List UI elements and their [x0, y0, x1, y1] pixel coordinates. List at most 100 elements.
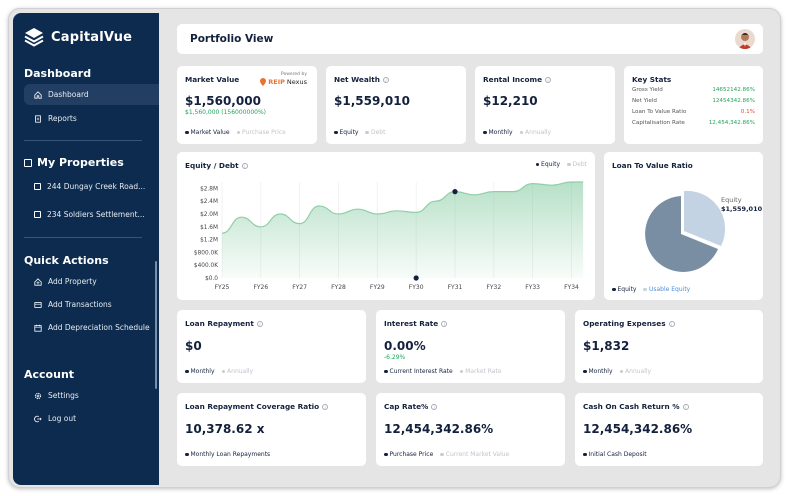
card-title: Cash On Cash Return % i	[583, 402, 689, 411]
checkbox-icon[interactable]	[24, 158, 32, 167]
sidebar-item-label: Dashboard	[48, 90, 89, 99]
card-legend: Equity Debt	[334, 129, 385, 136]
x-tick-label: FY33	[525, 284, 540, 291]
info-icon[interactable]: i	[382, 76, 389, 83]
equity-debt-chart[interactable]: $0.0 $400.0K $800.0K $1.2M $1.6M $2.0M $2.4M $2…	[177, 152, 595, 300]
net-wealth-card[interactable]: Net Wealth i $1,559,010 Equity Debt	[326, 66, 466, 144]
card-value: $1,559,010	[334, 94, 410, 108]
legend-label: Market Rate	[465, 368, 502, 375]
legend-item[interactable]: Monthly Loan Repayments	[185, 451, 270, 458]
legend-item[interactable]: Current Interest Rate	[384, 368, 453, 375]
legend-item[interactable]: Market Rate	[459, 368, 502, 375]
sidebar-scrollbar[interactable]	[155, 261, 157, 389]
card-title-text: Rental Income	[483, 75, 543, 84]
info-icon[interactable]: i	[431, 403, 438, 410]
y-tick-label: $2.4M	[200, 199, 218, 205]
info-icon[interactable]: i	[545, 76, 552, 83]
x-tick-label: FY28	[331, 284, 346, 291]
card-title-text: Market Value	[185, 75, 240, 84]
card-title-text: Interest Rate	[384, 319, 439, 328]
key-stat-row: Net Yield 12454342.86%	[632, 98, 755, 104]
loan-repayment-card[interactable]: Loan Repayment i $0 Monthly Annually	[177, 310, 366, 383]
section-account: Account	[24, 368, 75, 381]
legend-item[interactable]: Initial Cash Deposit	[583, 451, 647, 458]
sidebar-item-add-property[interactable]: Add Property	[24, 271, 154, 292]
rental-income-card[interactable]: Rental Income i $12,210 Monthly Annually	[475, 66, 615, 144]
card-subvalue: $1,560,000 (156000000%)	[185, 109, 266, 116]
legend-item[interactable]: Monthly	[483, 129, 513, 136]
legend-item-equity[interactable]: Equity	[535, 161, 561, 168]
info-icon[interactable]: i	[682, 403, 689, 410]
legend-label: Equity	[541, 161, 561, 168]
sidebar-item-logout[interactable]: Log out	[24, 408, 154, 429]
logo[interactable]: CapitalVue	[24, 27, 132, 47]
legend-item[interactable]: Monthly	[185, 368, 215, 375]
debt-point[interactable]	[452, 189, 458, 195]
y-tick-label: $2.8M	[200, 186, 218, 192]
logo-icon	[24, 28, 44, 47]
info-icon[interactable]: i	[322, 403, 329, 410]
legend-item[interactable]: Purchase Price	[384, 451, 433, 458]
interest-rate-card[interactable]: Interest Rate i 0.00% -6.29% Current Inte…	[376, 310, 565, 383]
legend-label: Monthly	[190, 368, 215, 375]
legend-item[interactable]: Annually	[519, 129, 551, 136]
checkbox-icon[interactable]	[34, 211, 41, 218]
pie-slice-equity[interactable]	[645, 196, 718, 272]
legend-item[interactable]: Purchase Price	[236, 129, 286, 136]
avatar[interactable]	[735, 29, 755, 49]
ltv-pie-chart[interactable]	[604, 152, 763, 300]
sidebar-item-reports[interactable]: Reports	[24, 108, 154, 129]
info-icon[interactable]: i	[668, 320, 675, 327]
cash-on-cash-card[interactable]: Cash On Cash Return % i 12,454,342.86% In…	[575, 393, 763, 466]
legend-item-debt[interactable]: Debt	[567, 161, 587, 168]
key-stat-row: Gross Yield 14652142.86%	[632, 87, 755, 93]
pie-slice-usable-equity[interactable]	[684, 190, 726, 246]
sidebar-item-label: Log out	[48, 414, 77, 423]
sidebar-item-add-transactions[interactable]: Add Transactions	[24, 294, 154, 315]
legend-label: Equity	[617, 286, 637, 293]
legend-item[interactable]: Equity	[334, 129, 358, 136]
sidebar-item-property-2[interactable]: 234 Soldiers Settlement...	[24, 204, 154, 225]
lrcr-card[interactable]: Loan Repayment Coverage Ratio i 10,378.62…	[177, 393, 366, 466]
home-icon	[34, 90, 42, 99]
section-properties: My Properties	[24, 156, 124, 169]
key-stat-label: Capitalisation Rate	[632, 120, 685, 126]
sidebar-item-dashboard[interactable]: Dashboard	[24, 84, 159, 105]
info-icon[interactable]: i	[241, 162, 248, 169]
ltv-card: Loan To Value Ratio Equity $1,559,010 Eq…	[604, 152, 763, 300]
legend-item[interactable]: Market Value	[185, 129, 230, 136]
y-tick-label: $2.0M	[200, 212, 218, 218]
x-tick-label: FY32	[486, 284, 501, 291]
card-legend: Monthly Loan Repayments	[185, 451, 270, 458]
checkbox-icon[interactable]	[34, 183, 41, 190]
info-icon[interactable]: i	[441, 320, 448, 327]
legend-item[interactable]: Equity	[612, 286, 636, 293]
legend-label: Current Market Value	[445, 451, 510, 458]
key-stat-label: Net Yield	[632, 98, 657, 104]
card-legend: Current Interest Rate Market Rate	[384, 368, 502, 375]
legend-item[interactable]: Usable Equity	[643, 286, 690, 293]
legend-item[interactable]: Debt	[365, 129, 385, 136]
cap-rate-card[interactable]: Cap Rate% i 12,454,342.86% Purchase Price…	[376, 393, 565, 466]
sidebar-item-settings[interactable]: Settings	[24, 385, 154, 406]
powered-by-badge: Powered by REIP Nexus	[260, 72, 307, 86]
sidebar-item-property-1[interactable]: 244 Dungay Creek Road...	[24, 176, 154, 197]
y-tick-label: $1.6M	[200, 225, 218, 231]
legend-item[interactable]: Monthly	[583, 368, 613, 375]
sidebar-item-add-depreciation[interactable]: Add Depreciation Schedule	[24, 317, 154, 338]
card-title: Rental Income i	[483, 75, 552, 84]
key-stats-card: Key Stats Gross Yield 14652142.86% Net Yi…	[624, 66, 763, 144]
info-icon[interactable]: i	[256, 320, 263, 327]
x-tick-label: FY31	[448, 284, 463, 291]
market-value-card[interactable]: Market Value Powered by REIP Nexus $1,56…	[177, 66, 317, 144]
operating-expenses-card[interactable]: Operating Expenses i $1,832 Monthly Annua…	[575, 310, 763, 383]
legend-label: Market Value	[190, 129, 230, 136]
debt-point[interactable]	[413, 275, 419, 281]
legend-item[interactable]: Current Market Value	[440, 451, 509, 458]
legend-item[interactable]: Annually	[619, 368, 651, 375]
legend-item[interactable]: Annually	[221, 368, 253, 375]
sidebar-item-label: Add Transactions	[48, 300, 112, 309]
card-value: 10,378.62 x	[185, 422, 265, 436]
card-title-text: Loan Repayment	[185, 319, 254, 328]
legend-label: Debt	[370, 129, 386, 136]
